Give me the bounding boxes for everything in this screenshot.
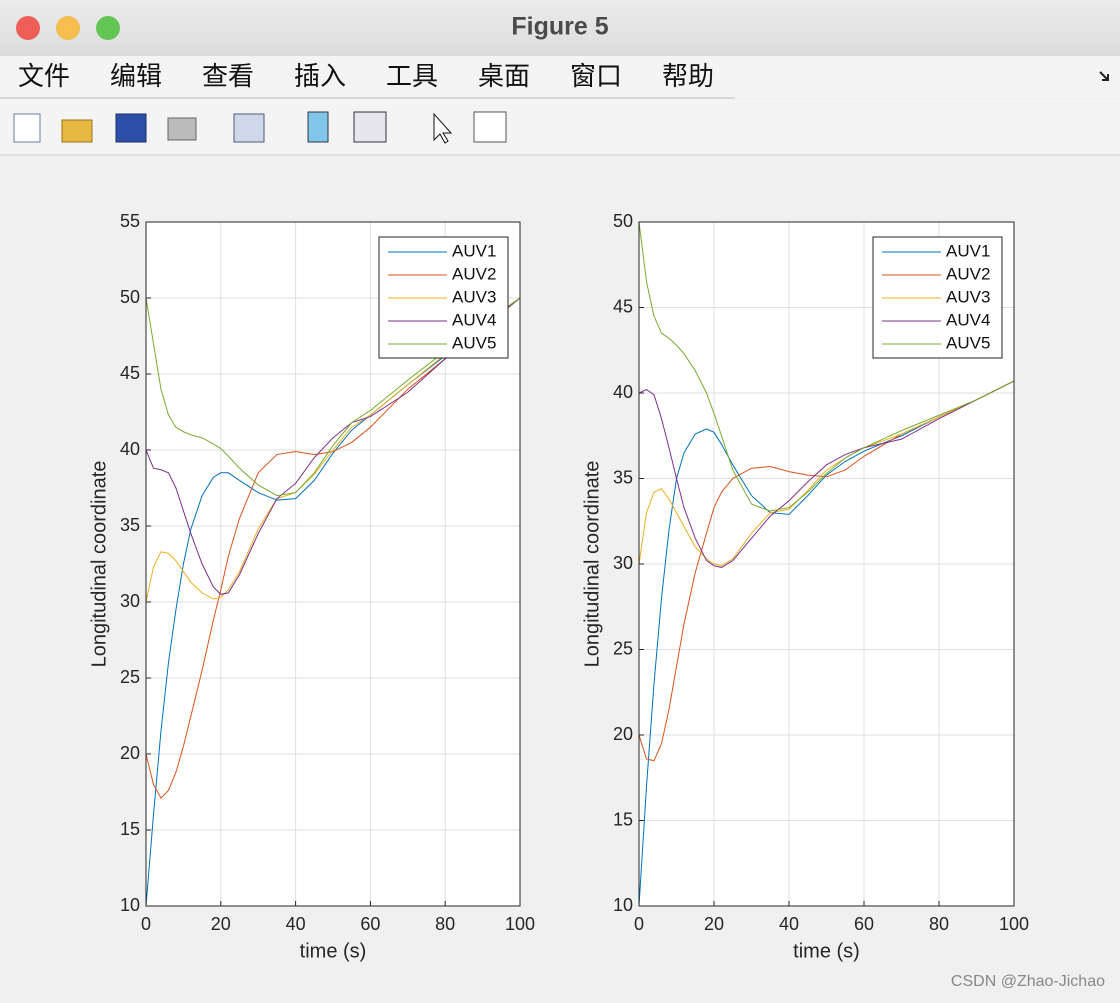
chart: 0 20 40 60 80 100 10 15 20 25 30 35 40 45 50 time (s) Lo…: [581, 211, 1029, 963]
open-icon[interactable]: [61, 119, 93, 143]
data-line: [145, 297, 521, 603]
legend-label: AUV5: [452, 333, 496, 352]
legend-label: AUV1: [946, 241, 990, 260]
data-line: [638, 221, 1015, 512]
x-tick-label: 0: [634, 914, 644, 934]
menu-item[interactable]: 编辑: [110, 61, 162, 91]
x-tick-label: 100: [505, 914, 535, 934]
watermark: CSDN @Zhao-Jichao: [951, 973, 1105, 990]
y-tick-label: 55: [120, 211, 140, 231]
y-tick-label: 15: [613, 809, 633, 829]
x-tick-label: 20: [211, 914, 231, 934]
print-icon[interactable]: [167, 117, 197, 141]
toolbar-icons: [13, 111, 507, 144]
x-tick-label: 40: [779, 914, 799, 934]
y-tick-label: 30: [613, 553, 633, 573]
legend-label: AUV2: [452, 264, 496, 283]
y-axis-label: Longitudinal coordinate: [88, 461, 110, 668]
y-tick-label: 35: [120, 515, 140, 535]
y-tick-label: 20: [120, 743, 140, 763]
window-title: Figure 5: [511, 13, 608, 41]
y-tick-label: 45: [613, 296, 633, 316]
x-tick-label: 60: [854, 914, 874, 934]
legend-label: AUV1: [452, 241, 496, 260]
legend-label: AUV3: [452, 287, 496, 306]
menu-item[interactable]: 插入: [294, 61, 346, 91]
x-axis-label: time (s): [793, 940, 860, 962]
legend-label: AUV5: [946, 333, 990, 352]
y-tick-label: 40: [120, 439, 140, 459]
zoom-button[interactable]: [96, 16, 120, 40]
minimize-button[interactable]: [56, 16, 80, 40]
menu-item[interactable]: 桌面: [478, 61, 530, 91]
y-tick-label: 10: [613, 895, 633, 915]
link-icon[interactable]: [233, 113, 265, 143]
x-tick-label: 100: [999, 914, 1029, 934]
x-axis-label: time (s): [300, 940, 367, 962]
data-line: [638, 380, 1015, 907]
data-line: [145, 297, 521, 497]
y-tick-label: 20: [613, 724, 633, 744]
legend-label: AUV4: [946, 310, 990, 329]
y-tick-label: 25: [120, 667, 140, 687]
menu-items: 文件 编辑 查看 插入 工具 桌面 窗口 帮助: [18, 61, 714, 91]
y-tick-label: 15: [120, 819, 140, 839]
y-tick-label: 50: [613, 211, 633, 231]
legend-label: AUV2: [946, 264, 990, 283]
legend: AUV1 AUV2 AUV3 AUV4 AUV5: [872, 236, 1003, 359]
title-bar: [0, 0, 1120, 56]
axes-box: [145, 221, 521, 907]
menu-item[interactable]: 窗口: [570, 61, 622, 91]
legend-icon[interactable]: [353, 111, 387, 143]
legend: AUV1 AUV2 AUV3 AUV4 AUV5: [378, 236, 509, 359]
y-tick-label: 50: [120, 287, 140, 307]
x-tick-label: 60: [360, 914, 380, 934]
menu-bar: [0, 56, 1120, 98]
data-line: [145, 297, 521, 799]
pointer-icon[interactable]: [433, 112, 453, 144]
menu-item[interactable]: 查看: [202, 61, 254, 91]
save-icon[interactable]: [115, 113, 147, 143]
menu-item[interactable]: 工具: [386, 61, 438, 91]
y-tick-label: 10: [120, 895, 140, 915]
new-icon[interactable]: [13, 113, 41, 143]
x-tick-label: 0: [141, 914, 151, 934]
x-tick-label: 40: [286, 914, 306, 934]
data-line: [638, 380, 1015, 762]
legend-label: AUV3: [946, 287, 990, 306]
chart: 0 20 40 60 80 100 10 15 20 25 30 35 40 45 50 55 time (s)…: [88, 211, 535, 963]
data-line: [638, 380, 1015, 567]
x-tick-label: 20: [704, 914, 724, 934]
y-tick-label: 40: [613, 382, 633, 402]
axes-box: [638, 221, 1015, 907]
colorbar-icon[interactable]: [307, 111, 329, 143]
y-axis-label: Longitudinal coordinate: [581, 461, 603, 668]
menu-item[interactable]: 帮助: [662, 61, 714, 91]
x-tick-label: 80: [929, 914, 949, 934]
property-icon[interactable]: [473, 111, 507, 143]
y-tick-label: 35: [613, 467, 633, 487]
x-tick-label: 80: [435, 914, 455, 934]
menu-item[interactable]: 文件: [18, 61, 70, 91]
legend-label: AUV4: [452, 310, 496, 329]
y-tick-label: 30: [120, 591, 140, 611]
y-tick-label: 45: [120, 363, 140, 383]
data-line: [145, 297, 521, 595]
close-button[interactable]: [16, 16, 40, 40]
y-tick-label: 25: [613, 638, 633, 658]
data-line: [638, 380, 1015, 568]
dock-icon[interactable]: [1099, 71, 1109, 81]
